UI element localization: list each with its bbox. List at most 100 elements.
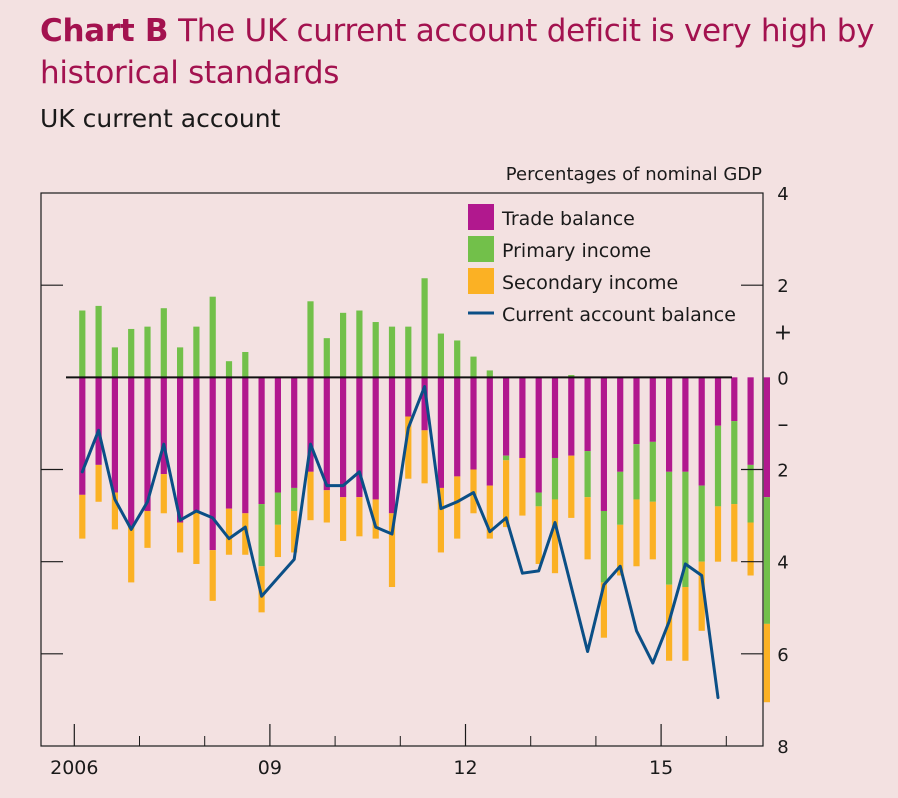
- bar-trade-balance-36: [666, 377, 673, 472]
- bar-secondary-income-39: [714, 506, 722, 562]
- bar-trade-balance-33: [617, 377, 624, 472]
- bar-trade-balance-8: [209, 377, 216, 551]
- bar-trade-balance-16: [340, 377, 347, 498]
- y-tick-label-1: 2: [777, 276, 788, 297]
- bar-trade-balance-29: [551, 377, 559, 458]
- bar-trade-balance-34: [633, 377, 640, 445]
- bar-trade-balance-25: [486, 377, 493, 486]
- bar-secondary-income-38: [698, 561, 705, 631]
- bar-primary-income-23: [454, 340, 461, 378]
- bar-secondary-income-1: [95, 464, 102, 502]
- x-tick-label-2: 12: [453, 757, 477, 779]
- y-tick-label-5: 6: [777, 645, 788, 666]
- legend-label-secondary-income: Secondary income: [502, 272, 678, 294]
- bar-trade-balance-12: [274, 377, 281, 493]
- bar-trade-balance-0: [79, 377, 86, 495]
- bar-secondary-income-22: [437, 487, 444, 553]
- bar-secondary-income-5: [160, 474, 167, 514]
- bar-secondary-income-4: [144, 510, 151, 548]
- bar-primary-income-25: [486, 370, 493, 378]
- bar-trade-balance-1: [95, 377, 102, 465]
- bar-primary-income-41: [747, 464, 754, 523]
- bar-secondary-income-11: [258, 566, 265, 613]
- bar-trade-balance-20: [405, 377, 412, 417]
- legend-label-current-account-balance: Current account balance: [502, 304, 736, 326]
- bar-primary-income-10: [242, 351, 249, 378]
- bar-primary-income-3: [128, 328, 135, 378]
- bar-trade-balance-9: [225, 377, 233, 509]
- bar-primary-income-12: [274, 492, 281, 525]
- bar-trade-balance-31: [584, 377, 591, 452]
- legend-swatch-primary-income: [468, 236, 494, 262]
- bar-secondary-income-19: [388, 513, 396, 588]
- bar-trade-balance-37: [682, 377, 689, 472]
- bar-primary-income-11: [258, 504, 265, 567]
- bar-secondary-income-7: [193, 510, 200, 564]
- bar-primary-income-28: [535, 492, 542, 507]
- bar-primary-income-40: [731, 421, 738, 505]
- bar-trade-balance-18: [372, 377, 379, 500]
- bar-primary-income-30: [568, 375, 575, 378]
- bar-primary-income-29: [551, 457, 559, 500]
- bar-trade-balance-38: [698, 377, 705, 486]
- y-sign-minus: –: [778, 412, 789, 437]
- bar-primary-income-39: [714, 425, 722, 507]
- bar-primary-income-22: [437, 333, 444, 378]
- axis-layer: 4 2 0 2 4 6 8 + – Percentages of nominal GDP 2006 0…: [41, 164, 792, 779]
- bar-secondary-income-35: [649, 501, 656, 560]
- bar-secondary-income-40: [731, 504, 738, 562]
- bar-secondary-income-18: [372, 499, 379, 539]
- legend-swatch-trade-balance: [468, 204, 494, 230]
- bar-secondary-income-37: [682, 587, 689, 661]
- chart-subtitle: UK current account: [40, 104, 281, 133]
- bar-trade-balance-10: [242, 377, 249, 514]
- bar-trade-balance-5: [160, 377, 167, 475]
- bar-primary-income-31: [584, 451, 591, 498]
- bar-primary-income-18: [372, 322, 379, 378]
- bar-primary-income-14: [307, 301, 314, 378]
- bar-trade-balance-41: [747, 377, 754, 465]
- bar-secondary-income-27: [519, 457, 526, 516]
- bar-trade-balance-11: [258, 377, 265, 505]
- bar-primary-income-20: [405, 326, 412, 378]
- bar-primary-income-7: [193, 326, 200, 378]
- bar-primary-income-32: [600, 510, 607, 583]
- bar-trade-balance-39: [714, 377, 722, 426]
- bar-primary-income-0: [79, 310, 86, 378]
- bar-secondary-income-42: [763, 623, 770, 703]
- bar-primary-income-34: [633, 444, 640, 500]
- bar-trade-balance-2: [111, 377, 118, 493]
- bar-secondary-income-9: [225, 508, 233, 555]
- y-tick-label-4: 4: [777, 553, 788, 574]
- chart-number-label: Chart B: [40, 13, 169, 49]
- bar-trade-balance-42: [763, 377, 770, 498]
- bar-secondary-income-0: [79, 494, 86, 539]
- bar-trade-balance-30: [568, 377, 575, 456]
- bar-trade-balance-13: [291, 377, 298, 488]
- bar-secondary-income-28: [535, 506, 542, 564]
- bar-trade-balance-19: [388, 377, 396, 514]
- bar-primary-income-17: [356, 310, 363, 378]
- chart-title: Chart B The UK current account deficit is…: [40, 10, 890, 94]
- bar-primary-income-21: [421, 278, 428, 378]
- bar-trade-balance-6: [177, 377, 184, 523]
- bar-primary-income-26: [503, 455, 510, 461]
- legend-swatch-secondary-income: [468, 268, 494, 294]
- bar-secondary-income-30: [568, 455, 575, 518]
- bar-secondary-income-17: [356, 497, 363, 537]
- legend-label-trade-balance: Trade balance: [501, 208, 635, 230]
- y-tick-label-0: 4: [777, 184, 788, 205]
- x-tick-label-1: 09: [258, 757, 282, 779]
- bar-secondary-income-23: [454, 476, 461, 539]
- bar-secondary-income-29: [551, 499, 559, 574]
- y-tick-label-6: 8: [777, 737, 788, 758]
- bar-secondary-income-26: [503, 460, 510, 528]
- bar-secondary-income-32: [600, 582, 607, 638]
- bar-secondary-income-33: [617, 524, 624, 576]
- chart-title-text: The UK current account deficit is very h…: [40, 13, 875, 91]
- bar-primary-income-36: [666, 471, 673, 585]
- bar-secondary-income-21: [421, 430, 428, 484]
- y-tick-label-2: 0: [777, 368, 788, 389]
- bar-trade-balance-24: [470, 377, 477, 470]
